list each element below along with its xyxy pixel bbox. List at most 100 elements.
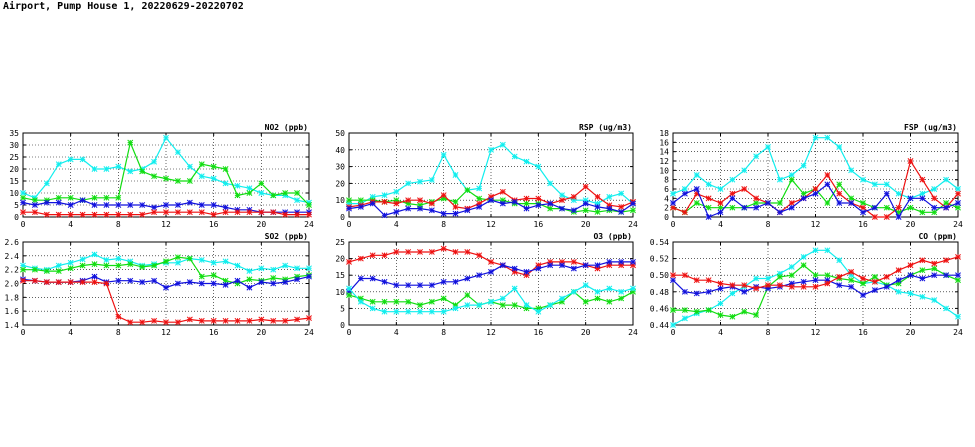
- data-point: [523, 158, 530, 165]
- y-tick-label: 2.6: [5, 238, 20, 247]
- data-point: [765, 275, 771, 282]
- y-tick-label: 35: [9, 129, 19, 138]
- data-point: [630, 285, 636, 292]
- data-point: [174, 319, 181, 326]
- data-point: [824, 247, 831, 254]
- data-point: [800, 283, 807, 290]
- series-blue: [346, 197, 636, 219]
- data-point: [294, 190, 301, 196]
- data-point: [753, 275, 760, 282]
- data-point: [824, 272, 831, 279]
- data-point: [163, 319, 169, 326]
- data-point: [836, 200, 843, 206]
- data-point: [127, 277, 134, 284]
- data-point: [346, 205, 352, 212]
- y-tick-label: 0: [664, 213, 669, 222]
- data-point: [270, 192, 277, 199]
- data-point: [270, 280, 277, 287]
- data-point: [174, 149, 181, 156]
- data-point: [246, 185, 253, 192]
- data-point: [919, 209, 926, 216]
- data-point: [186, 163, 193, 170]
- data-point: [369, 298, 376, 305]
- data-point: [931, 186, 938, 192]
- data-point: [43, 268, 50, 275]
- data-point: [198, 209, 205, 216]
- data-point: [428, 249, 435, 255]
- y-tick-label: 2.4: [5, 252, 20, 261]
- data-point: [943, 257, 950, 264]
- x-tick-label: 8: [766, 328, 771, 337]
- data-point: [67, 202, 74, 208]
- data-point: [270, 209, 277, 216]
- data-point: [115, 202, 122, 208]
- data-point: [405, 180, 412, 187]
- data-point: [812, 283, 819, 290]
- data-point: [570, 193, 577, 200]
- data-point: [681, 209, 688, 216]
- data-point: [535, 202, 542, 209]
- data-point: [163, 284, 169, 291]
- x-tick-label: 24: [628, 328, 638, 337]
- data-point: [270, 266, 277, 273]
- data-point: [393, 298, 400, 305]
- series-red: [20, 209, 312, 218]
- data-point: [198, 257, 205, 263]
- data-point: [860, 200, 866, 206]
- data-point: [788, 176, 795, 183]
- y-tick-label: 15: [9, 177, 19, 186]
- data-point: [91, 279, 98, 286]
- data-point: [511, 265, 518, 272]
- data-point: [499, 302, 506, 309]
- data-point: [476, 302, 483, 309]
- data-point: [464, 302, 471, 309]
- data-point: [139, 279, 146, 286]
- data-point: [741, 308, 748, 315]
- data-point: [306, 315, 312, 322]
- data-point: [417, 249, 423, 255]
- x-tick-label: 0: [671, 328, 676, 337]
- x-tick-label: 12: [486, 220, 496, 229]
- data-point: [717, 209, 724, 216]
- data-point: [883, 214, 890, 220]
- data-point: [895, 288, 902, 295]
- data-point: [848, 268, 855, 275]
- data-point: [848, 167, 855, 174]
- data-point: [848, 283, 855, 290]
- data-point: [931, 272, 938, 279]
- y-tick-label: 0: [14, 213, 19, 222]
- data-point: [115, 211, 122, 218]
- data-point: [511, 302, 518, 309]
- data-point: [452, 278, 459, 285]
- data-point: [282, 262, 289, 269]
- data-point: [919, 275, 926, 282]
- data-point: [369, 252, 376, 259]
- data-point: [788, 272, 795, 279]
- data-point: [919, 257, 926, 264]
- data-point: [43, 199, 50, 206]
- data-point: [91, 194, 98, 201]
- data-point: [440, 151, 447, 158]
- data-point: [511, 285, 518, 292]
- data-point: [186, 178, 193, 184]
- data-point: [681, 190, 688, 197]
- data-point: [417, 308, 423, 315]
- y-tick-label: 0.48: [650, 288, 669, 297]
- data-point: [499, 141, 506, 148]
- data-point: [499, 262, 506, 269]
- data-point: [174, 254, 181, 261]
- data-point: [788, 283, 795, 290]
- data-point: [381, 252, 388, 259]
- y-tick-label: 20: [335, 255, 345, 264]
- series-cyan: [346, 141, 636, 207]
- y-tick-label: 20: [9, 165, 19, 174]
- data-point: [294, 265, 301, 272]
- data-point: [955, 277, 961, 284]
- x-tick-label: 0: [21, 220, 26, 229]
- data-point: [955, 190, 961, 197]
- x-tick-label: 20: [257, 220, 267, 229]
- data-point: [440, 192, 447, 199]
- data-point: [127, 211, 134, 218]
- data-point: [488, 258, 494, 265]
